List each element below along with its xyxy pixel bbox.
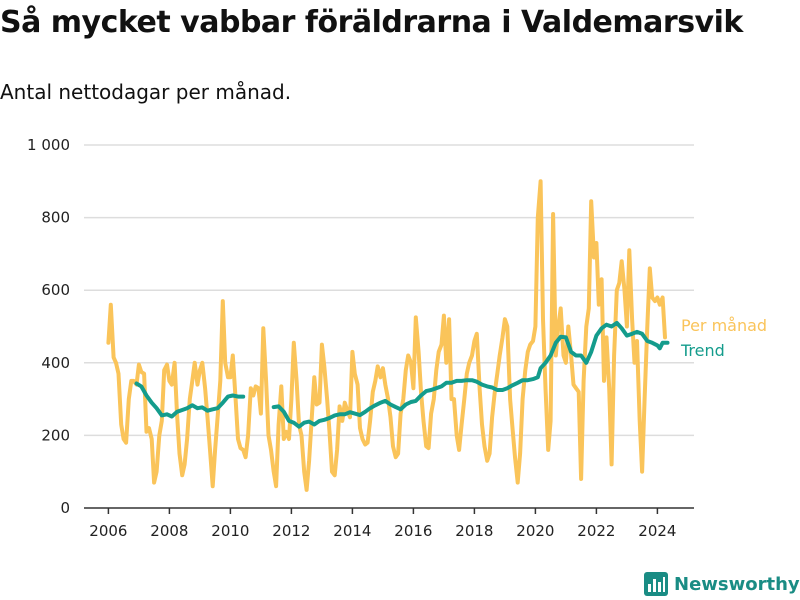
- x-tick-label: 2008: [150, 522, 188, 540]
- x-tick-label: 2012: [272, 522, 310, 540]
- chart-subtitle: Antal nettodagar per månad.: [0, 80, 292, 104]
- x-axis: 2006 2008 2010 2012 2014 2016 2018 2020 2022 2024: [84, 507, 694, 540]
- series-line-trend: [271, 320, 670, 429]
- x-tick-label: 2010: [211, 522, 249, 540]
- y-axis: 0 200 400 600 800 1 000: [27, 136, 70, 517]
- legend: Per månad Trend: [680, 316, 767, 360]
- x-tick-label: 2024: [638, 522, 676, 540]
- series-lines: [106, 179, 670, 492]
- x-tick-label: 2006: [89, 522, 127, 540]
- y-tick-label: 200: [41, 426, 70, 444]
- bar-chart-logo-icon: [644, 572, 668, 596]
- y-tick-label: 0: [60, 499, 70, 517]
- series-line-per-manad: [106, 179, 667, 492]
- x-tick-label: 2020: [516, 522, 554, 540]
- y-tick-label: 1 000: [27, 136, 70, 154]
- chart-title: Så mycket vabbar föräldrarna i Valdemars…: [0, 5, 743, 40]
- legend-label-trend: Trend: [680, 341, 725, 360]
- brand[interactable]: Newsworthy: [644, 570, 800, 598]
- y-tick-label: 600: [41, 281, 70, 299]
- brand-name: Newsworthy: [674, 573, 800, 595]
- y-tick-label: 400: [41, 354, 70, 372]
- series-line-trend: [134, 381, 246, 419]
- x-tick-label: 2022: [577, 522, 615, 540]
- x-tick-label: 2018: [455, 522, 493, 540]
- y-tick-label: 800: [41, 209, 70, 227]
- legend-label-per-manad: Per månad: [681, 316, 767, 335]
- x-tick-label: 2016: [394, 522, 432, 540]
- x-tick-label: 2014: [333, 522, 371, 540]
